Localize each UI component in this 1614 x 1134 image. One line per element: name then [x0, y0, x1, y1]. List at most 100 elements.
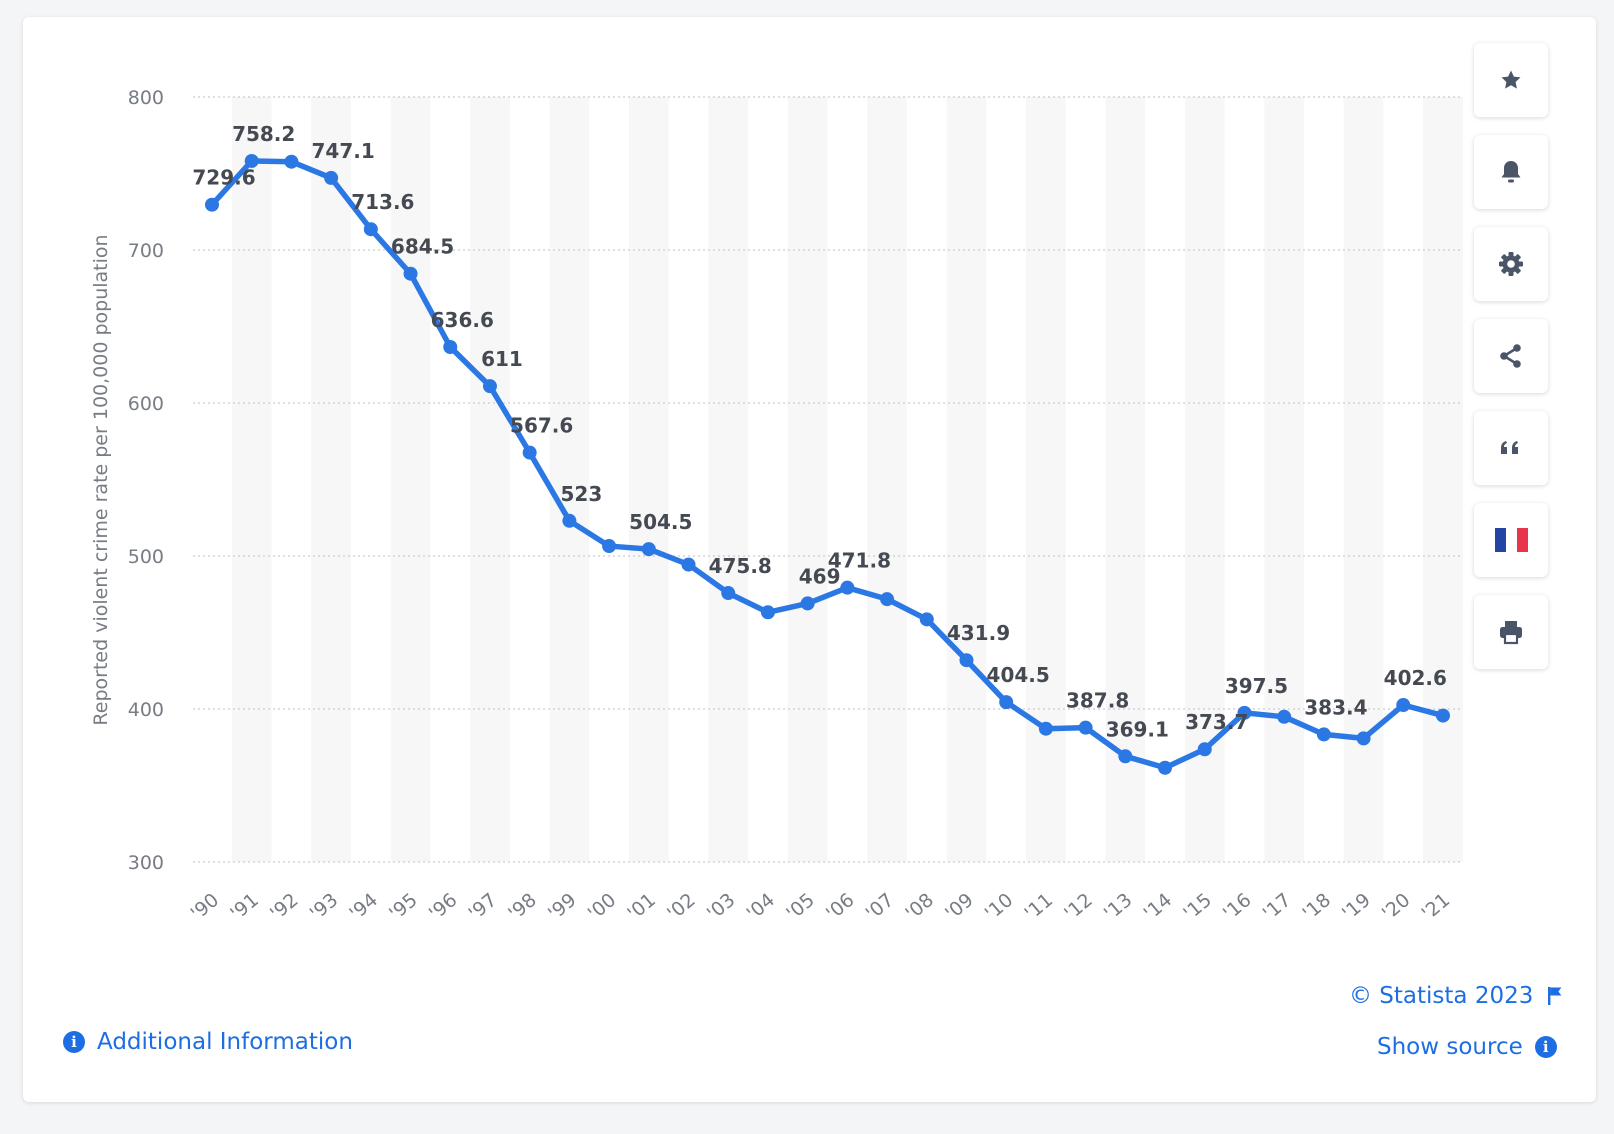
x-tick-label: '05 — [782, 889, 819, 925]
x-tick-label: '00 — [584, 889, 621, 925]
y-tick-label: 700 — [128, 240, 164, 262]
data-label: 471.8 — [828, 549, 891, 573]
data-label: 469 — [799, 564, 841, 588]
x-tick-label: '13 — [1100, 889, 1137, 925]
data-label: 373.7 — [1185, 710, 1248, 734]
data-label: 387.8 — [1066, 689, 1129, 713]
data-label: 636.6 — [431, 308, 494, 332]
x-tick-label: '91 — [226, 889, 263, 925]
gear-icon — [1499, 252, 1523, 276]
x-tick-label: '01 — [623, 889, 660, 925]
show-source-text: Show source — [1377, 1034, 1523, 1060]
y-tick-label: 500 — [128, 546, 164, 568]
band — [787, 97, 828, 862]
series-polyline — [209, 158, 1446, 771]
x-tick-label: '98 — [504, 889, 541, 925]
data-point — [602, 539, 617, 554]
x-axis-ticks: '90'91'92'93'94'95'96'97'98'99'00'01'02 '… — [187, 889, 1455, 925]
data-label: 747.1 — [311, 139, 374, 163]
band — [1423, 97, 1463, 862]
data-point — [1118, 749, 1133, 764]
print-button[interactable] — [1474, 595, 1548, 669]
x-tick-label: '02 — [663, 889, 700, 925]
y-axis-label: Reported violent crime rate per 100,000 … — [90, 234, 112, 725]
data-point — [721, 586, 736, 601]
data-point — [1316, 727, 1331, 742]
data-point — [1158, 760, 1173, 775]
x-tick-label: '11 — [1020, 889, 1057, 925]
x-tick-label: '93 — [306, 889, 343, 925]
data-point — [324, 170, 339, 185]
band — [1026, 97, 1066, 862]
data-label: 397.5 — [1225, 674, 1288, 698]
data-point — [681, 557, 696, 572]
language-button[interactable] — [1474, 503, 1548, 577]
printer-icon — [1500, 621, 1522, 645]
settings-button[interactable] — [1474, 227, 1548, 301]
x-tick-label: '12 — [1060, 889, 1097, 925]
data-point — [1356, 731, 1371, 746]
band — [470, 97, 510, 862]
data-point — [641, 542, 656, 557]
x-tick-label: '99 — [544, 889, 581, 925]
x-tick-label: '14 — [1140, 889, 1177, 925]
data-label: 504.5 — [629, 510, 692, 534]
cite-button[interactable] — [1474, 411, 1548, 485]
data-point — [840, 580, 855, 595]
band — [231, 97, 272, 862]
data-point — [999, 695, 1014, 710]
share-button[interactable] — [1474, 319, 1548, 393]
data-point — [1078, 720, 1093, 735]
data-label: 431.9 — [947, 621, 1010, 645]
data-label: 475.8 — [709, 554, 772, 578]
y-axis-ticks: 300 400 500 600 700 800 — [128, 87, 164, 874]
flag-icon — [1548, 987, 1562, 1005]
additional-information-link[interactable]: i Additional Information — [63, 1029, 353, 1055]
data-label: 758.2 — [232, 122, 295, 146]
band — [549, 97, 590, 862]
x-tick-label: '03 — [703, 889, 740, 925]
data-label: 729.6 — [192, 166, 255, 190]
data-point — [443, 340, 458, 355]
x-tick-label: '21 — [1418, 889, 1455, 925]
data-point — [1237, 705, 1252, 720]
x-tick-label: '95 — [385, 889, 422, 925]
data-label: 402.6 — [1384, 666, 1447, 690]
x-tick-label: '92 — [266, 889, 303, 925]
data-label: 383.4 — [1304, 695, 1367, 719]
x-tick-label: '08 — [901, 889, 938, 925]
x-tick-label: '90 — [187, 889, 224, 925]
band — [867, 97, 907, 862]
y-tick-label: 800 — [128, 87, 164, 109]
french-flag-icon — [1494, 528, 1528, 552]
band — [628, 97, 669, 862]
band — [311, 97, 351, 862]
band — [1343, 97, 1384, 862]
data-point — [244, 153, 259, 168]
copyright-link[interactable]: © Statista 2023 — [1349, 983, 1563, 1009]
copyright-text: © Statista 2023 — [1349, 983, 1534, 1009]
x-tick-label: '10 — [981, 889, 1018, 925]
notification-button[interactable] — [1474, 135, 1548, 209]
data-points — [205, 153, 1450, 775]
band — [946, 97, 987, 862]
data-point — [1038, 721, 1053, 736]
show-source-link[interactable]: Show source i — [1377, 1034, 1557, 1060]
info-icon: i — [1534, 1036, 1557, 1058]
x-tick-label: '97 — [465, 889, 502, 925]
data-label: 404.5 — [987, 663, 1050, 687]
quote-icon — [1501, 441, 1518, 454]
series-line — [209, 158, 1446, 771]
data-label: 611 — [481, 347, 523, 371]
x-tick-label: '07 — [862, 889, 899, 925]
x-tick-label: '19 — [1338, 889, 1375, 925]
additional-information-text: Additional Information — [97, 1029, 353, 1055]
data-point — [1197, 742, 1212, 757]
data-point — [959, 653, 974, 668]
favorite-button[interactable] — [1474, 43, 1548, 117]
info-icon: i — [63, 1031, 85, 1053]
alternating-bands — [231, 97, 1463, 862]
data-label: 523 — [561, 482, 603, 506]
x-tick-label: '18 — [1298, 889, 1335, 925]
